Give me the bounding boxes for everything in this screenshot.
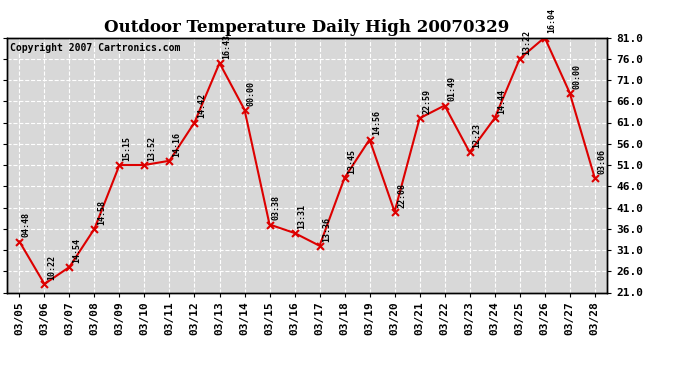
Text: 14:56: 14:56 bbox=[372, 110, 381, 135]
Point bbox=[89, 226, 100, 232]
Text: 16:43: 16:43 bbox=[222, 34, 231, 59]
Text: 15:15: 15:15 bbox=[122, 136, 131, 161]
Text: Copyright 2007 Cartronics.com: Copyright 2007 Cartronics.com bbox=[10, 43, 180, 52]
Text: 00:00: 00:00 bbox=[572, 64, 581, 88]
Point bbox=[189, 120, 200, 126]
Point bbox=[389, 209, 400, 215]
Point bbox=[214, 60, 225, 66]
Point bbox=[314, 243, 325, 249]
Point bbox=[64, 264, 75, 270]
Text: 13:22: 13:22 bbox=[522, 30, 531, 55]
Text: 13:45: 13:45 bbox=[347, 148, 356, 174]
Title: Outdoor Temperature Daily High 20070329: Outdoor Temperature Daily High 20070329 bbox=[104, 19, 510, 36]
Text: 14:16: 14:16 bbox=[172, 132, 181, 157]
Text: 22:59: 22:59 bbox=[422, 89, 431, 114]
Point bbox=[439, 102, 450, 108]
Text: 16:04: 16:04 bbox=[547, 8, 556, 33]
Point bbox=[39, 281, 50, 287]
Point bbox=[339, 175, 350, 181]
Text: 04:48: 04:48 bbox=[22, 212, 31, 237]
Text: 10:22: 10:22 bbox=[47, 255, 56, 280]
Text: 13:31: 13:31 bbox=[297, 204, 306, 229]
Text: 03:38: 03:38 bbox=[272, 195, 281, 220]
Text: 13:36: 13:36 bbox=[322, 217, 331, 242]
Text: 00:00: 00:00 bbox=[247, 81, 256, 106]
Text: 12:23: 12:23 bbox=[472, 123, 481, 148]
Point bbox=[364, 136, 375, 142]
Point bbox=[164, 158, 175, 164]
Point bbox=[139, 162, 150, 168]
Text: 14:44: 14:44 bbox=[497, 89, 506, 114]
Point bbox=[14, 238, 25, 244]
Point bbox=[464, 149, 475, 155]
Point bbox=[514, 56, 525, 62]
Text: 13:52: 13:52 bbox=[147, 136, 156, 161]
Point bbox=[239, 107, 250, 113]
Point bbox=[264, 222, 275, 228]
Point bbox=[489, 115, 500, 121]
Point bbox=[114, 162, 125, 168]
Point bbox=[414, 115, 425, 121]
Text: 14:54: 14:54 bbox=[72, 238, 81, 263]
Text: 03:06: 03:06 bbox=[597, 148, 606, 174]
Text: 14:58: 14:58 bbox=[97, 200, 106, 225]
Text: 01:49: 01:49 bbox=[447, 76, 456, 101]
Text: 14:42: 14:42 bbox=[197, 93, 206, 118]
Point bbox=[564, 90, 575, 96]
Text: 22:08: 22:08 bbox=[397, 183, 406, 208]
Point bbox=[589, 175, 600, 181]
Point bbox=[289, 230, 300, 236]
Point bbox=[539, 34, 550, 40]
